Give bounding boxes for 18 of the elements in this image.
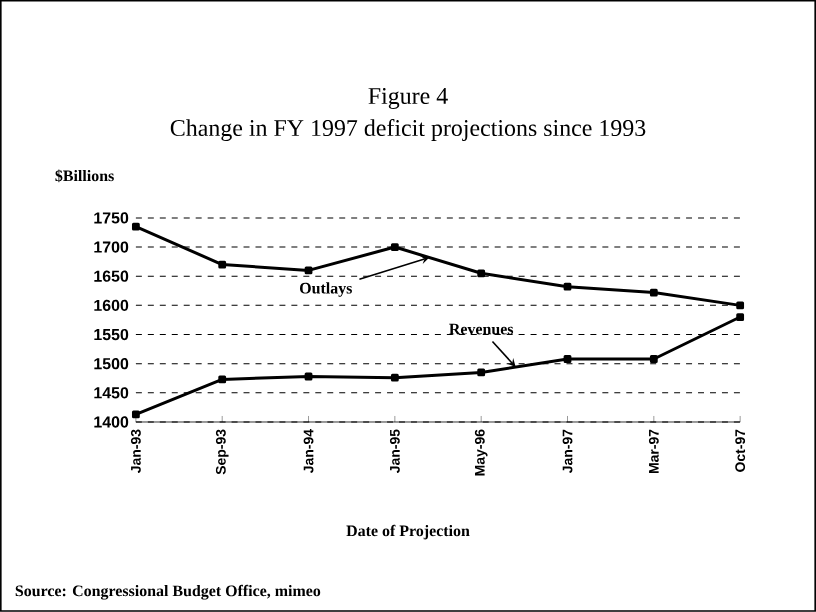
point: [736, 313, 745, 321]
point: [736, 301, 745, 310]
point: [304, 372, 313, 381]
point: [477, 368, 486, 377]
point: [218, 260, 227, 269]
point: [218, 375, 227, 384]
point: [390, 373, 399, 382]
point: [477, 269, 486, 278]
point: [649, 288, 658, 297]
point: [563, 282, 572, 291]
chart-title: Figure 4: [368, 88, 448, 110]
point: [563, 355, 572, 363]
point: [304, 266, 313, 275]
point: [649, 355, 658, 363]
point: [390, 243, 399, 252]
chart-subtitle: Change in FY 1997 deficit projections since 1993: [170, 119, 646, 142]
point: [131, 410, 140, 419]
point: [131, 222, 140, 231]
